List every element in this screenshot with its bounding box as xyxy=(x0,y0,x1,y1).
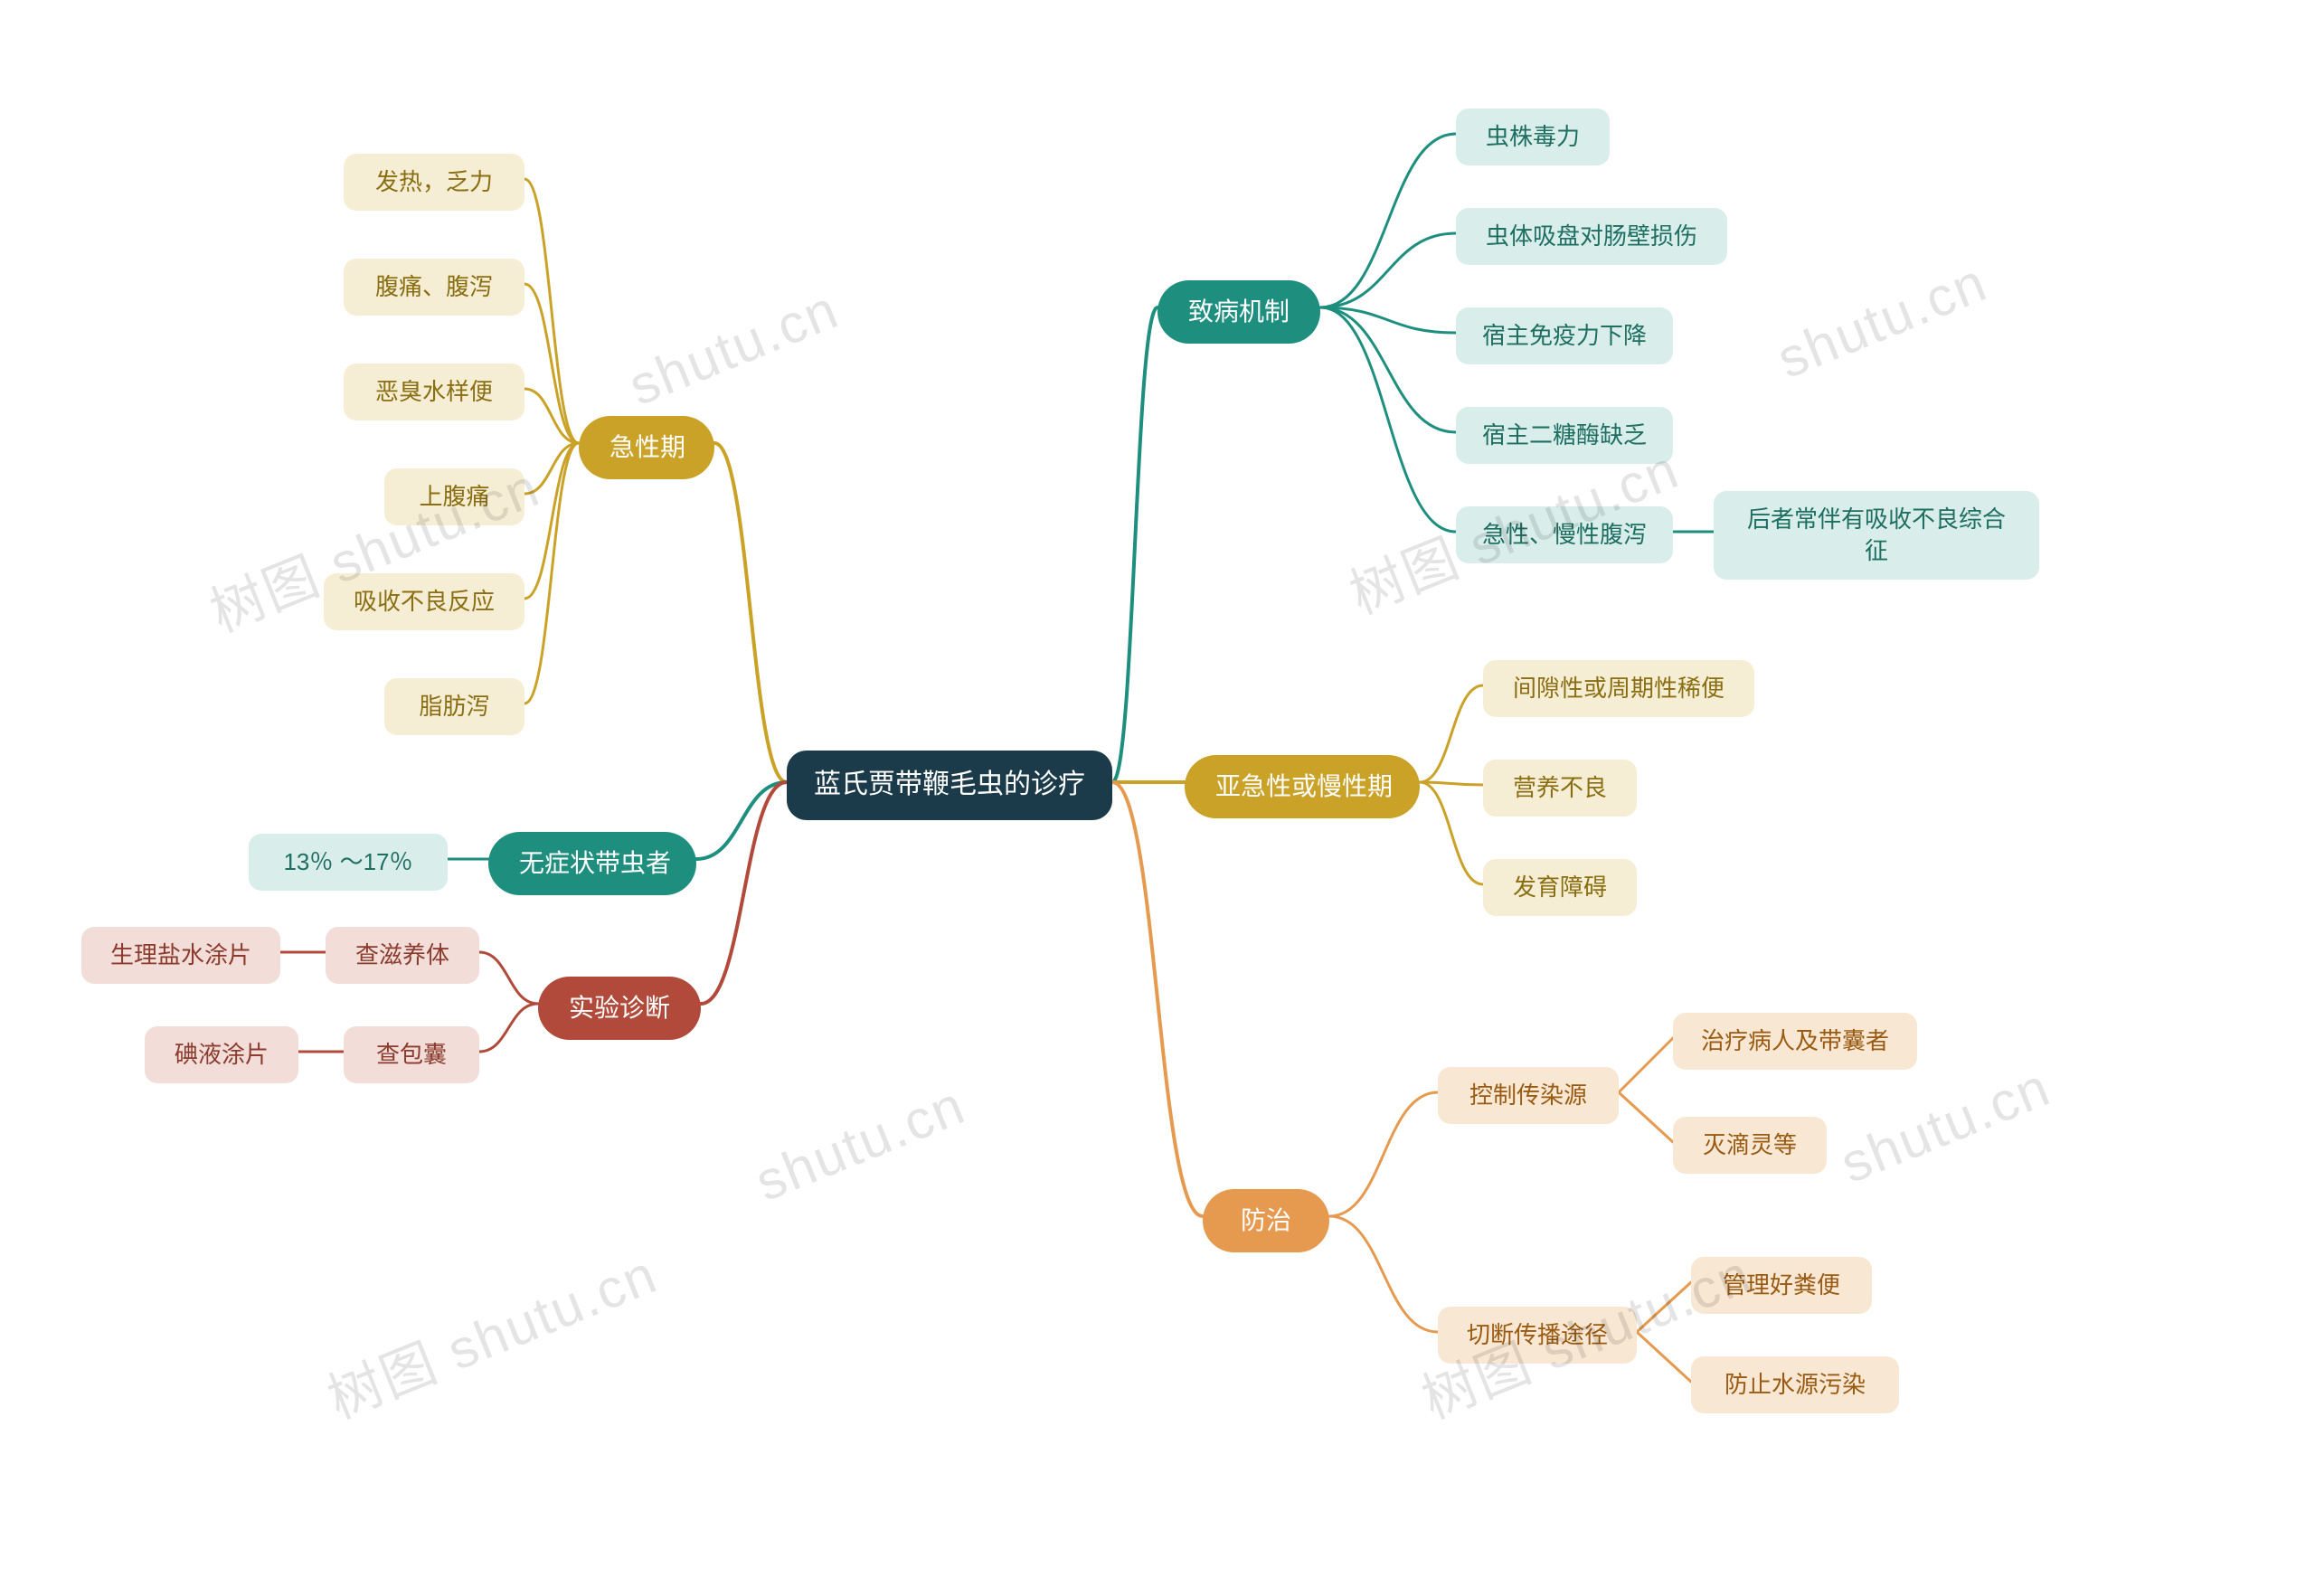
node-b3c1b[interactable]: 灭滴灵等 xyxy=(1673,1117,1827,1174)
edge-layer xyxy=(0,0,2315,1596)
watermark: shutu.cn xyxy=(747,1073,974,1214)
node-b3c2[interactable]: 切断传播途径 xyxy=(1438,1307,1637,1364)
node-b2c3[interactable]: 发育障碍 xyxy=(1483,859,1637,916)
mindmap-canvas: 蓝氏贾带鞭毛虫的诊疗 致病机制 虫株毒力虫体吸盘对肠壁损伤宿主免疫力下降宿主二糖酶缺… xyxy=(0,0,2315,1596)
watermark: 树图 shutu.cn xyxy=(315,1231,667,1434)
node-b5[interactable]: 无症状带虫者 xyxy=(488,832,696,895)
node-b4[interactable]: 急性期 xyxy=(579,416,714,479)
node-b3[interactable]: 防治 xyxy=(1203,1189,1329,1252)
node-b1c5[interactable]: 急性、慢性腹泻 xyxy=(1456,506,1673,563)
node-b1c4[interactable]: 宿主二糖酶缺乏 xyxy=(1456,407,1673,464)
node-b4c2[interactable]: 腹痛、腹泻 xyxy=(344,259,524,316)
node-b4c6[interactable]: 脂肪泻 xyxy=(384,678,524,735)
node-b4c3[interactable]: 恶臭水样便 xyxy=(344,364,524,420)
node-b6c1a[interactable]: 生理盐水涂片 xyxy=(81,927,280,984)
node-b1c5a[interactable]: 后者常伴有吸收不良综合征 xyxy=(1714,491,2039,580)
node-b3c2a[interactable]: 管理好粪便 xyxy=(1691,1257,1872,1314)
node-b6[interactable]: 实验诊断 xyxy=(538,977,701,1040)
node-b1c2[interactable]: 虫体吸盘对肠壁损伤 xyxy=(1456,208,1727,265)
watermark: shutu.cn xyxy=(620,278,847,418)
node-b3c1a[interactable]: 治疗病人及带囊者 xyxy=(1673,1013,1917,1070)
node-b3c2b[interactable]: 防止水源污染 xyxy=(1691,1356,1899,1413)
node-b4c4[interactable]: 上腹痛 xyxy=(384,468,524,525)
node-b6c2[interactable]: 查包囊 xyxy=(344,1026,479,1083)
root-node[interactable]: 蓝氏贾带鞭毛虫的诊疗 xyxy=(787,751,1112,820)
node-b6c1[interactable]: 查滋养体 xyxy=(326,927,479,984)
watermark: shutu.cn xyxy=(1832,1055,2059,1195)
watermark: shutu.cn xyxy=(1769,250,1996,391)
node-b4c5[interactable]: 吸收不良反应 xyxy=(324,573,524,630)
node-b2c2[interactable]: 营养不良 xyxy=(1483,760,1637,817)
node-b2[interactable]: 亚急性或慢性期 xyxy=(1185,755,1420,818)
node-b4c1[interactable]: 发热，乏力 xyxy=(344,154,524,211)
node-b6c2a[interactable]: 碘液涂片 xyxy=(145,1026,298,1083)
node-b3c1[interactable]: 控制传染源 xyxy=(1438,1067,1619,1124)
node-b1c3[interactable]: 宿主免疫力下降 xyxy=(1456,307,1673,364)
node-b1c1[interactable]: 虫株毒力 xyxy=(1456,109,1610,165)
node-b2c1[interactable]: 间隙性或周期性稀便 xyxy=(1483,660,1754,717)
node-b1[interactable]: 致病机制 xyxy=(1158,280,1320,344)
node-b5c1[interactable]: 13％ ～17％ xyxy=(249,834,448,891)
